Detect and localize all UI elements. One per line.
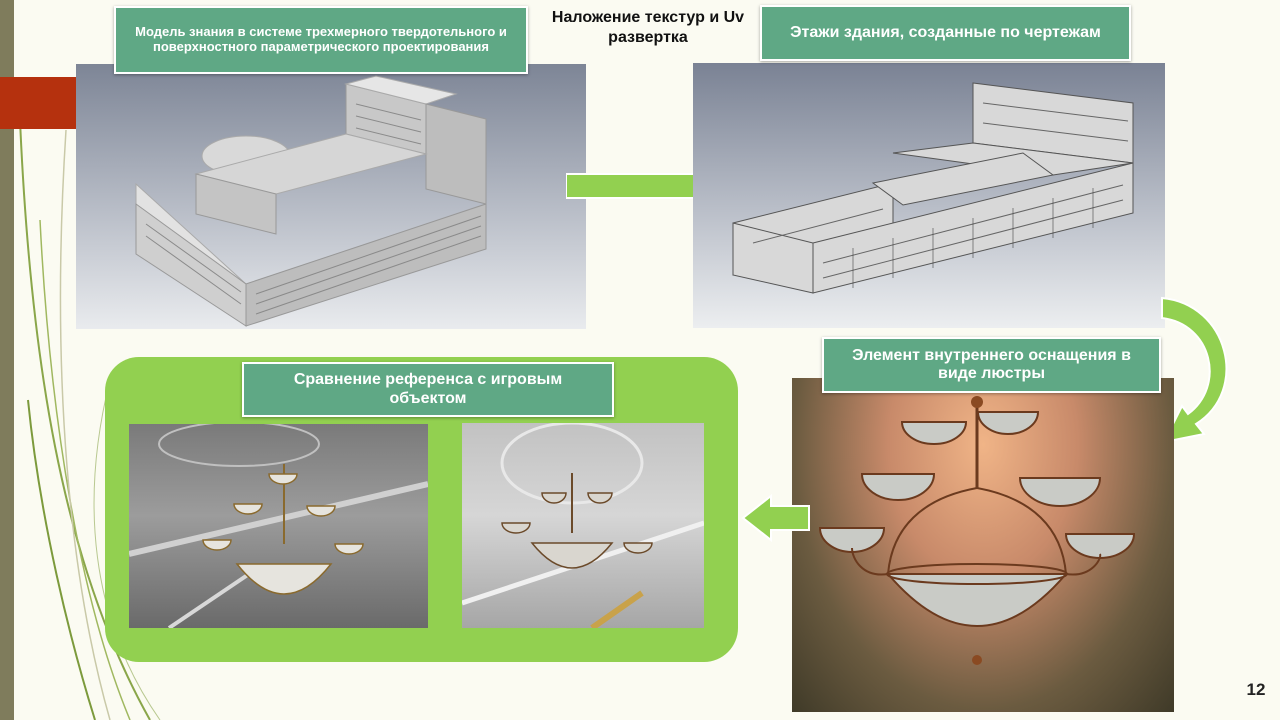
curved-down-arrow-icon [1161, 296, 1228, 444]
reference-photo [129, 424, 428, 628]
floors-label: Этажи здания, созданные по чертежам [760, 5, 1131, 61]
chandelier-render-image [792, 378, 1174, 712]
game-object-photo [462, 423, 704, 628]
accent-tab [0, 77, 76, 129]
model-label: Модель знания в системе трехмерного твер… [114, 6, 528, 74]
left-arrow-icon [741, 494, 810, 542]
building-model-image [76, 64, 586, 329]
page-number: 12 [1246, 680, 1266, 699]
texture-title: Наложение текстур и Uv развертка [551, 9, 745, 46]
comparison-label: Сравнение референса с игровым объектом [242, 362, 614, 417]
floors-image [693, 63, 1165, 328]
chandelier-label: Элемент внутреннего оснащения в виде люс… [822, 337, 1161, 393]
left-decor-band [0, 0, 14, 720]
